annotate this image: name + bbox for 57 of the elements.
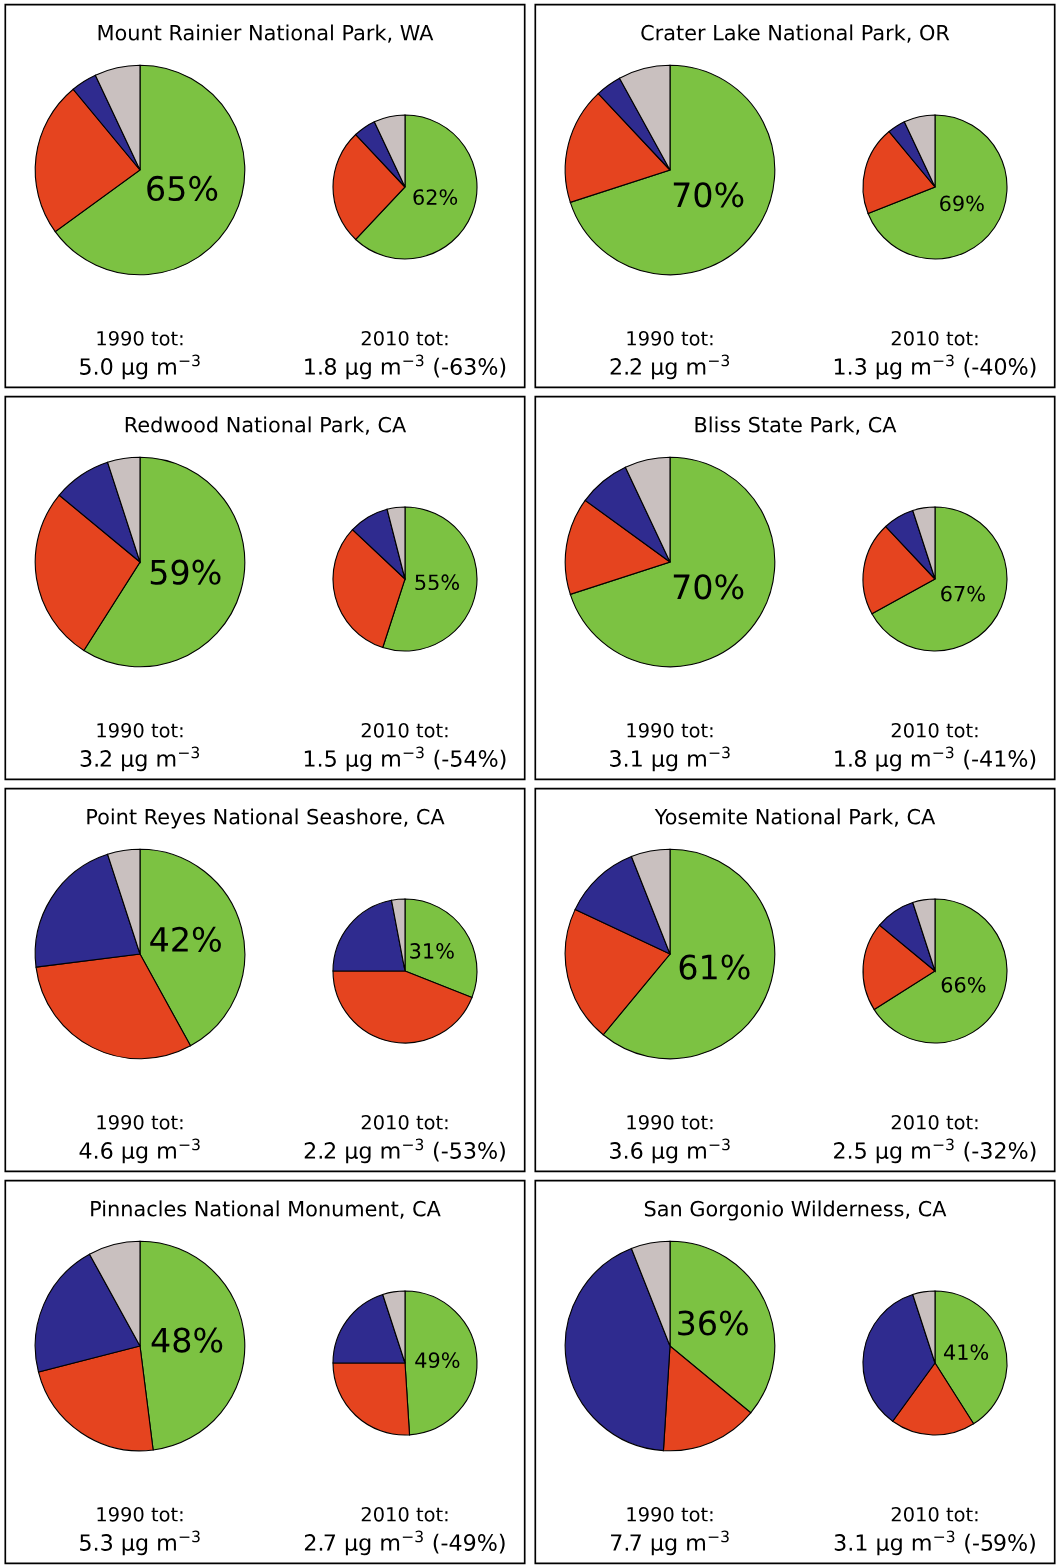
text: 1990 tot: bbox=[97, 722, 183, 738]
text: 3.1 µg m$^{−3}$ bbox=[610, 746, 730, 772]
text: 2010 tot: bbox=[361, 1114, 448, 1130]
data-label: 41% bbox=[943, 1344, 989, 1361]
data-label: 65% bbox=[147, 175, 218, 202]
data-label: 70% bbox=[673, 574, 744, 600]
text: 2.2 µg m$^{−3}$ (-53%) bbox=[304, 1138, 505, 1164]
data-label: 31% bbox=[410, 943, 454, 959]
data-label: 66% bbox=[941, 976, 986, 993]
data-label: 42% bbox=[150, 926, 221, 952]
text: 3.6 µg m$^{−3}$ bbox=[610, 1138, 730, 1164]
data-label: 67% bbox=[941, 585, 985, 602]
data-label: 69% bbox=[940, 195, 984, 212]
chart-title: Redwood National Park, CA bbox=[125, 416, 407, 435]
text: 1990 tot: bbox=[97, 1506, 183, 1522]
text: 1.5 µg m$^{−3}$ (-54%) bbox=[304, 746, 506, 772]
text: 1990 tot: bbox=[627, 1506, 713, 1522]
chart-title: Pinnacles National Monument, CA bbox=[91, 1200, 441, 1219]
data-label: 59% bbox=[150, 559, 221, 585]
chart-title: Yosemite National Park, CA bbox=[654, 808, 936, 827]
chart-title: Mount Rainier National Park, WA bbox=[98, 24, 434, 43]
text: 4.6 µg m$^{−3}$ bbox=[79, 1138, 200, 1164]
data-label: 36% bbox=[678, 1310, 748, 1336]
text: 1990 tot: bbox=[97, 1114, 183, 1130]
text: 7.7 µg m$^{−3}$ bbox=[611, 1530, 729, 1556]
text: 1990 tot: bbox=[627, 1114, 713, 1130]
text: 3.2 µg m$^{−3}$ bbox=[80, 746, 200, 772]
data-label: 61% bbox=[679, 954, 750, 980]
text: 1.8 µg m$^{−3}$ (-63%) bbox=[305, 354, 506, 380]
text: 2010 tot: bbox=[891, 1114, 978, 1130]
data-label: 55% bbox=[415, 574, 459, 591]
chart-title: Crater Lake National Park, OR bbox=[641, 24, 950, 43]
text: 1.3 µg m$^{−3}$ (-40%) bbox=[834, 354, 1036, 380]
text: 2.5 µg m$^{−3}$ (-32%) bbox=[834, 1138, 1036, 1164]
data-label: 48% bbox=[151, 1327, 223, 1353]
text: 2010 tot: bbox=[891, 1506, 978, 1522]
text: 2.7 µg m$^{−3}$ (-49%) bbox=[304, 1530, 505, 1556]
text: 5.0 µg m$^{−3}$ bbox=[80, 354, 200, 380]
chart-title: Point Reyes National Seashore, CA bbox=[87, 808, 445, 829]
data-label: 70% bbox=[673, 182, 744, 208]
text: 3.1 µg m$^{−3}$ (-59%) bbox=[834, 1530, 1035, 1556]
text: 2010 tot: bbox=[361, 330, 448, 346]
data-label: 62% bbox=[413, 189, 458, 205]
text: 5.3 µg m$^{−3}$ bbox=[80, 1530, 200, 1556]
text: 2010 tot: bbox=[891, 722, 978, 738]
text: 1.8 µg m$^{−3}$ (-41%) bbox=[835, 746, 1036, 772]
chart-title: San Gorgonio Wilderness, CA bbox=[644, 1200, 947, 1221]
text: 1990 tot: bbox=[627, 330, 713, 346]
pie-slice bbox=[569, 456, 776, 668]
text: 1990 tot: bbox=[627, 722, 713, 738]
data-label: 49% bbox=[415, 1352, 460, 1369]
text: 2010 tot: bbox=[361, 1506, 448, 1522]
chart-title: Bliss State Park, CA bbox=[695, 416, 897, 435]
text: 1990 tot: bbox=[97, 330, 183, 346]
text: 2010 tot: bbox=[361, 722, 448, 738]
text: 2.2 µg m$^{−3}$ bbox=[610, 354, 730, 380]
text: 2010 tot: bbox=[891, 330, 978, 346]
